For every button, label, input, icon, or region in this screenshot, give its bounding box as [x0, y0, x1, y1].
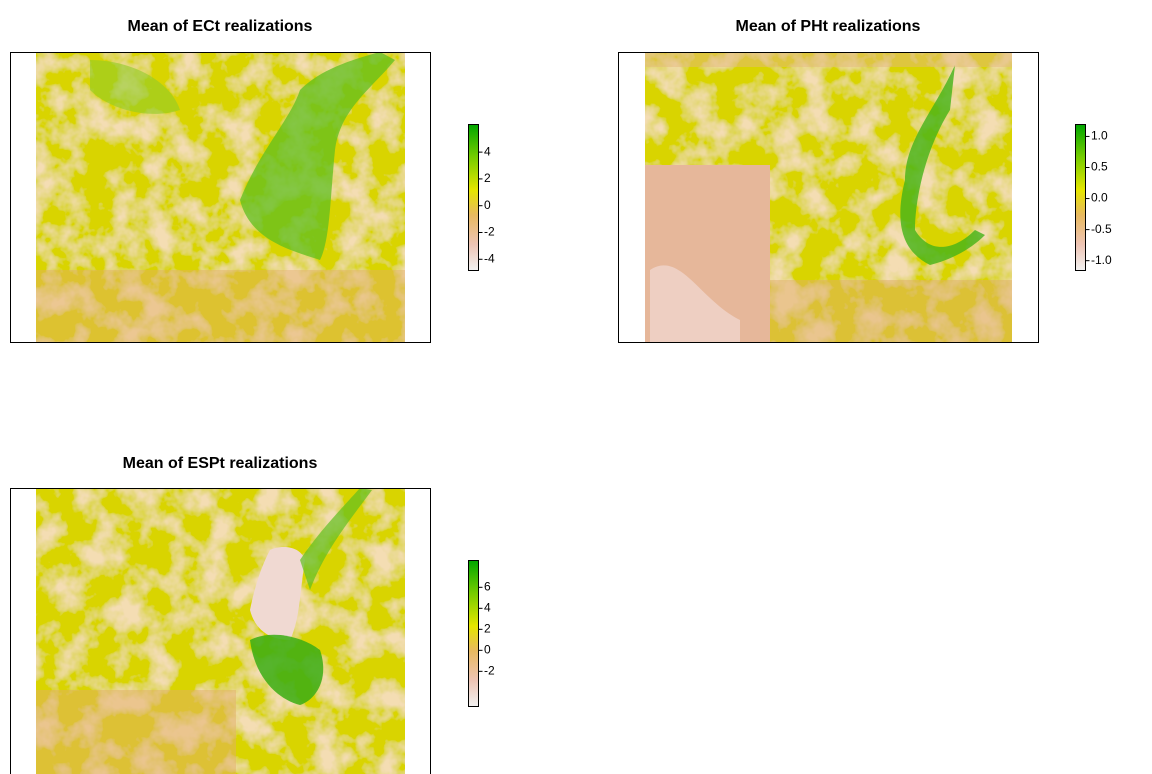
raster-image — [645, 52, 1012, 343]
panel-title: Mean of ESPt realizations — [123, 455, 318, 472]
chart: Mean of ECt realizations 4 2 0 -2 -4 Mean of P… — [0, 0, 1152, 774]
color-bar-label: -2 — [484, 664, 495, 678]
color-bar-label: 1.0 — [1091, 129, 1108, 143]
color-bar-label: 0.0 — [1091, 191, 1108, 205]
color-bar — [1076, 125, 1086, 271]
color-bar-label: 2 — [484, 621, 491, 635]
color-bar-label: -2 — [484, 225, 495, 239]
color-bar-label: 2 — [484, 171, 491, 185]
color-bar-label: -1.0 — [1091, 253, 1112, 267]
color-bar-label: -4 — [484, 251, 495, 265]
panel-title: Mean of ECt realizations — [128, 18, 313, 35]
color-bar — [469, 561, 479, 707]
color-bar-label: -0.5 — [1091, 222, 1112, 236]
panel-title: Mean of PHt realizations — [736, 18, 921, 35]
raster-image — [36, 488, 405, 774]
raster-image — [36, 52, 405, 343]
color-bar-label: 0 — [484, 643, 491, 657]
color-bar-label: 4 — [484, 144, 491, 158]
color-bar-label: 4 — [484, 600, 491, 614]
page: {"chart_data": [ {"type": "raster", "tit… — [0, 0, 1152, 774]
color-bar-label: 6 — [484, 579, 491, 593]
color-bar-label: 0 — [484, 198, 491, 212]
color-bar-label: 0.5 — [1091, 160, 1108, 174]
color-bar — [469, 125, 479, 271]
